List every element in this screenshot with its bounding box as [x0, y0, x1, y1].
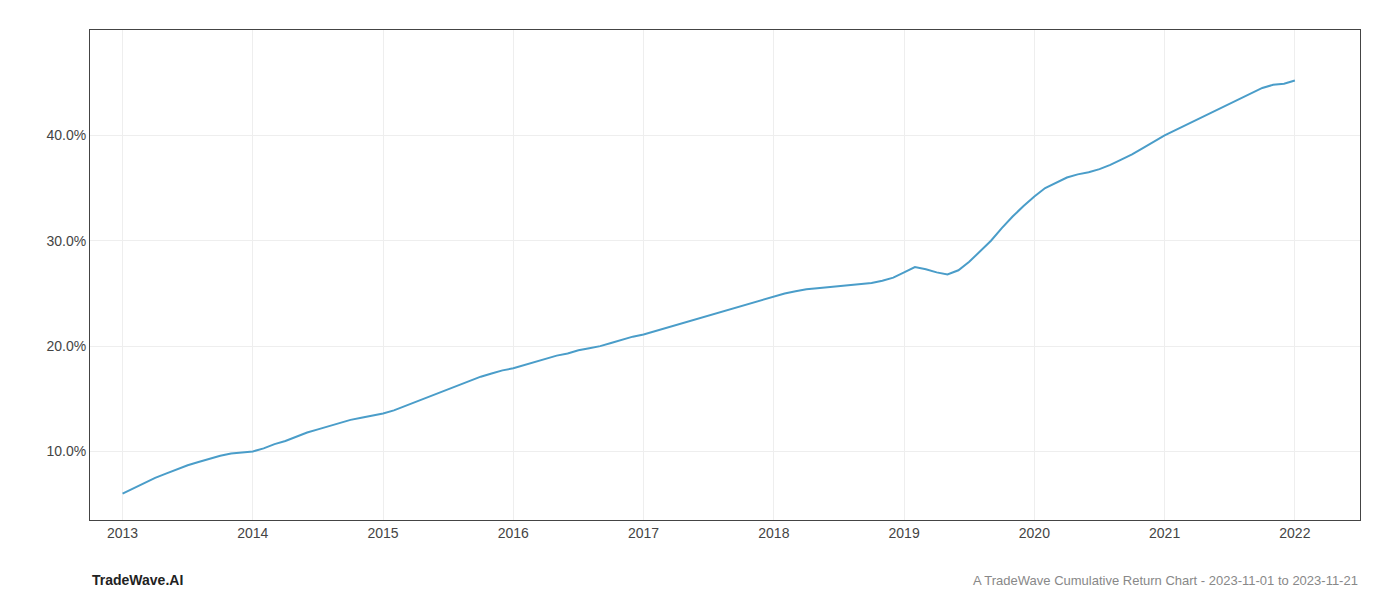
svg-text:30.0%: 30.0%: [46, 233, 86, 249]
svg-text:40.0%: 40.0%: [46, 127, 86, 143]
svg-text:2019: 2019: [889, 525, 920, 541]
svg-text:2022: 2022: [1279, 525, 1310, 541]
svg-text:2014: 2014: [237, 525, 268, 541]
svg-text:2020: 2020: [1019, 525, 1050, 541]
svg-text:2016: 2016: [498, 525, 529, 541]
svg-text:2013: 2013: [107, 525, 138, 541]
svg-text:10.0%: 10.0%: [46, 443, 86, 459]
svg-text:A TradeWave Cumulative Return: A TradeWave Cumulative Return Chart - 20…: [973, 573, 1358, 588]
svg-text:TradeWave.AI: TradeWave.AI: [92, 572, 183, 588]
svg-text:2017: 2017: [628, 525, 659, 541]
svg-text:2018: 2018: [758, 525, 789, 541]
svg-text:20.0%: 20.0%: [46, 338, 86, 354]
svg-text:2015: 2015: [368, 525, 399, 541]
svg-text:2021: 2021: [1149, 525, 1180, 541]
